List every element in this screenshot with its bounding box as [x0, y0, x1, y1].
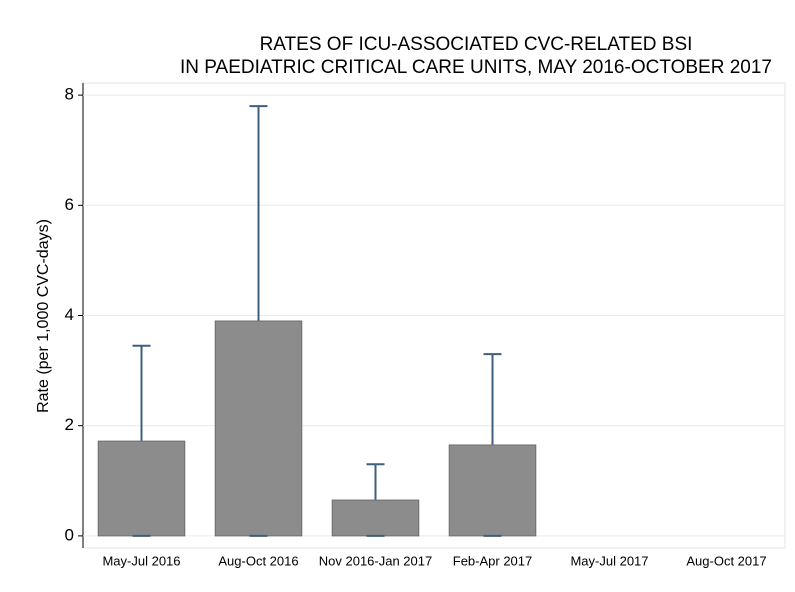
x-tick-label: May-Jul 2016: [102, 553, 180, 568]
y-tick-label: 4: [65, 305, 74, 324]
x-tick-label: Aug-Oct 2016: [218, 553, 298, 568]
y-tick-label: 6: [65, 195, 74, 214]
y-tick-label: 2: [65, 415, 74, 434]
bar: [448, 444, 537, 537]
x-tick-label: May-Jul 2017: [570, 553, 648, 568]
chart-title: IN PAEDIATRIC CRITICAL CARE UNITS, MAY 2…: [180, 57, 772, 78]
y-tick-label: 8: [65, 85, 74, 104]
x-tick-label: Aug-Oct 2017: [686, 553, 766, 568]
y-tick-label: 0: [65, 525, 74, 544]
x-tick-label: Nov 2016-Jan 2017: [319, 553, 432, 568]
bar: [97, 440, 186, 537]
y-axis-label: Rate (per 1,000 CVC-days): [35, 219, 52, 413]
bar: [331, 499, 420, 537]
chart-title: RATES OF ICU-ASSOCIATED CVC-RELATED BSI: [260, 34, 693, 55]
x-tick-label: Feb-Apr 2017: [453, 553, 533, 568]
bar: [214, 320, 303, 537]
